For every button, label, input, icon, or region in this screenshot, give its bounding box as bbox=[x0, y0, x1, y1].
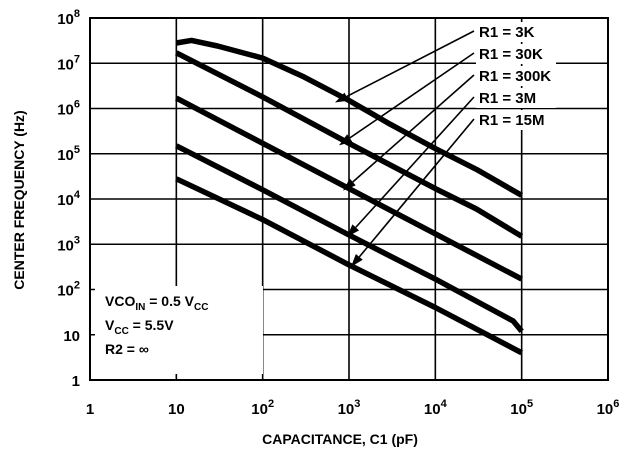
y-tick-label: 103 bbox=[57, 234, 80, 254]
legend: R1 = 3K R1 = 30K R1 = 300K R1 = 3M R1 = 15M bbox=[476, 22, 556, 130]
y-tick-label: 102 bbox=[57, 280, 80, 300]
legend-label: R1 = 3M bbox=[479, 90, 536, 107]
x-tick-label: 102 bbox=[251, 398, 274, 418]
x-tick-labels: 1 10 102 103 104 105 106 bbox=[86, 398, 620, 418]
x-tick-label: 106 bbox=[597, 398, 620, 418]
x-tick-label: 104 bbox=[424, 398, 448, 418]
legend-label: R1 = 300K bbox=[479, 68, 551, 85]
x-tick-label: 105 bbox=[510, 398, 533, 418]
y-tick-label: 104 bbox=[57, 189, 81, 209]
y-axis-title: CENTER FREQUENCY (Hz) bbox=[11, 110, 27, 289]
x-tick-label: 1 bbox=[86, 401, 94, 418]
annotation-line: R2 = ∞ bbox=[105, 341, 149, 357]
y-tick-label: 106 bbox=[57, 99, 80, 119]
y-tick-label: 105 bbox=[57, 144, 80, 164]
y-tick-labels: 1 10 102 103 104 105 106 107 108 bbox=[57, 8, 81, 390]
y-tick-label: 107 bbox=[57, 53, 80, 73]
legend-label: R1 = 3K bbox=[479, 24, 535, 41]
y-tick-label: 10 bbox=[63, 328, 80, 345]
x-tick-label: 10 bbox=[168, 401, 185, 418]
y-tick-label: 1 bbox=[72, 373, 80, 390]
legend-label: R1 = 30K bbox=[479, 46, 543, 63]
y-tick-label: 108 bbox=[57, 8, 80, 28]
legend-label: R1 = 15M bbox=[479, 112, 544, 129]
x-tick-label: 103 bbox=[338, 398, 361, 418]
x-axis-title: CAPACITANCE, C1 (pF) bbox=[262, 431, 418, 447]
